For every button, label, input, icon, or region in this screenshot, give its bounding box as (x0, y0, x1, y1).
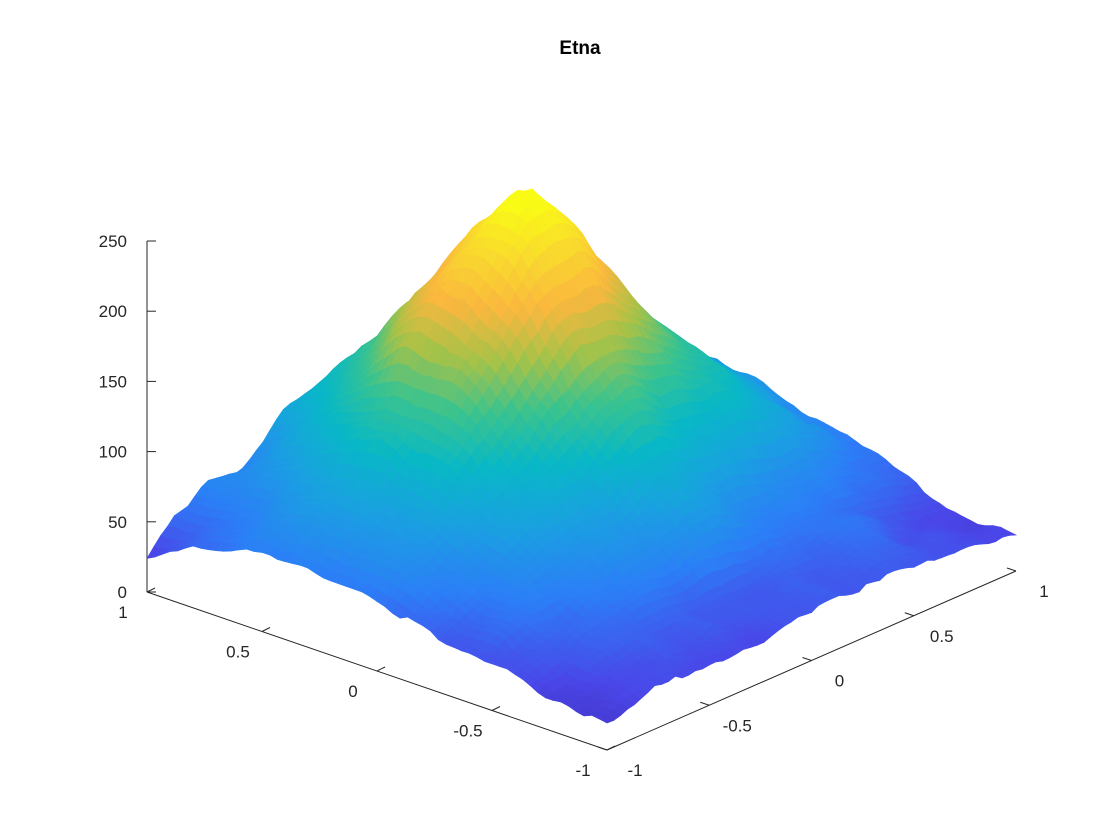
y-tick-mark (606, 745, 616, 751)
z-tick-label: 250 (99, 232, 127, 251)
surface-patch (598, 715, 615, 724)
z-tick-label: 0 (118, 583, 127, 602)
y-tick-mark (146, 587, 156, 593)
x-tick-label: 1 (1039, 582, 1048, 601)
chart-title: Etna (559, 38, 601, 59)
axis-ticks: 0 50 100 150 200 250 1 0.5 0 -0.5 -1 -1 -0.5 0 0.5 1 (99, 232, 1049, 780)
x-tick-label: -1 (627, 761, 642, 780)
y-tick-mark (491, 706, 501, 711)
z-tick-label: 200 (99, 302, 127, 321)
x-tick-mark (1006, 567, 1017, 572)
x-tick-mark (700, 701, 710, 706)
y-tick-mark (376, 666, 386, 672)
y-tick-mark (261, 627, 271, 632)
x-tick-mark (904, 612, 914, 617)
x-tick-label: 0.5 (930, 627, 954, 646)
y-tick-label: 1 (118, 603, 127, 622)
z-tick-label: 50 (108, 513, 127, 532)
z-tick-label: 100 (99, 443, 127, 462)
y-tick-label: -1 (575, 761, 590, 780)
x-tick-label: -0.5 (723, 716, 752, 735)
y-tick-label: 0 (348, 682, 357, 701)
x-tick-mark (597, 746, 608, 751)
surface-mesh (146, 188, 1018, 724)
z-tick-label: 150 (99, 372, 127, 391)
x-tick-label: 0 (835, 672, 844, 691)
x-tick-mark (802, 657, 812, 661)
y-tick-label: 0.5 (226, 643, 250, 662)
y-tick-label: -0.5 (453, 722, 482, 741)
